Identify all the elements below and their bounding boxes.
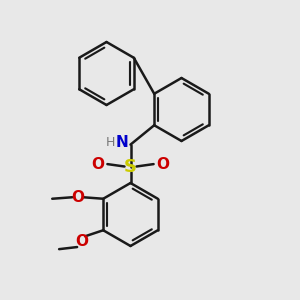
Text: N: N [116,135,128,150]
Text: O: O [71,190,84,205]
Text: O: O [92,157,105,172]
Text: H: H [105,136,115,149]
Text: O: O [156,157,170,172]
Text: S: S [124,158,137,175]
Text: O: O [75,234,88,249]
